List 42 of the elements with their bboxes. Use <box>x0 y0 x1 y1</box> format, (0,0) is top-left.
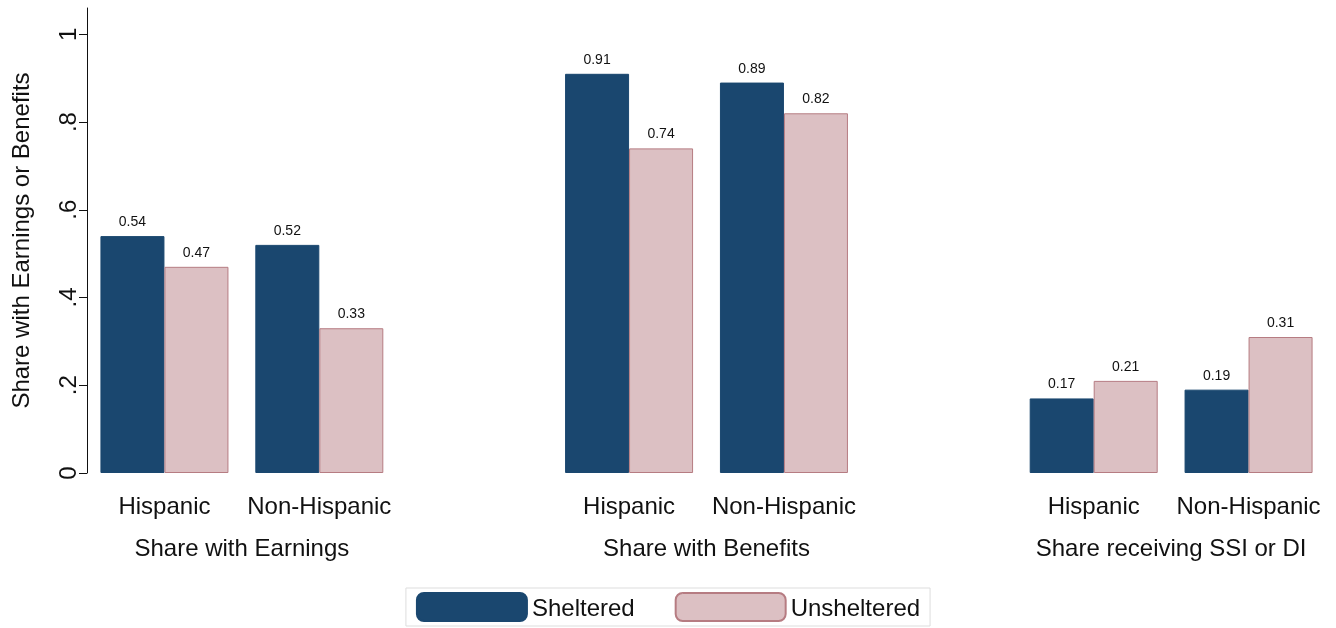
bar <box>319 328 384 473</box>
data-label: 0.74 <box>647 125 675 142</box>
data-label: 0.19 <box>1202 366 1231 383</box>
data-label: 0.89 <box>738 59 766 76</box>
data-label: 0.31 <box>1266 314 1295 331</box>
bar <box>1029 398 1094 473</box>
bar <box>1248 337 1313 473</box>
text: Share with Earnings <box>134 533 350 561</box>
legend-label: Sheltered <box>531 593 635 621</box>
bar <box>1093 380 1158 473</box>
x-tick-label: Non-Hispanic <box>711 491 856 519</box>
data-label: 0.82 <box>802 90 830 107</box>
y-tick-label: .8 <box>53 112 81 133</box>
y-tick-label: .6 <box>53 199 81 220</box>
y-tick-label: .4 <box>53 287 81 308</box>
data-label: 0.47 <box>182 243 211 260</box>
bar <box>1184 389 1249 473</box>
data-label: 0.52 <box>273 221 302 238</box>
y-tick-label: .2 <box>53 375 81 396</box>
bar <box>164 266 229 473</box>
x-tick-label: Non-Hispanic <box>1176 491 1321 519</box>
y-axis-title: Share with Earnings or Benefits <box>6 72 34 409</box>
data-label: 0.33 <box>337 305 366 322</box>
data-label: 0.21 <box>1112 357 1140 374</box>
x-tick-label: Hispanic <box>118 491 211 519</box>
bar <box>629 148 694 473</box>
x-tick-label: Hispanic <box>583 491 676 519</box>
x-tick-label: Non-Hispanic <box>247 491 392 519</box>
y-tick-label: 0 <box>53 466 81 480</box>
x-tick-label: Hispanic <box>1047 491 1140 519</box>
bar <box>100 236 165 473</box>
bar <box>719 82 784 473</box>
legend-label: Unsheltered <box>790 593 921 621</box>
bar <box>255 244 320 473</box>
bar <box>565 73 630 473</box>
bar <box>783 113 848 473</box>
text: Share with Benefits <box>603 533 810 561</box>
data-label: 0.54 <box>118 213 147 230</box>
data-label: 0.17 <box>1048 375 1076 392</box>
text: Share receiving SSI or DI <box>1035 533 1307 561</box>
y-tick-label: 1 <box>53 27 81 41</box>
data-label: 0.91 <box>583 50 611 67</box>
